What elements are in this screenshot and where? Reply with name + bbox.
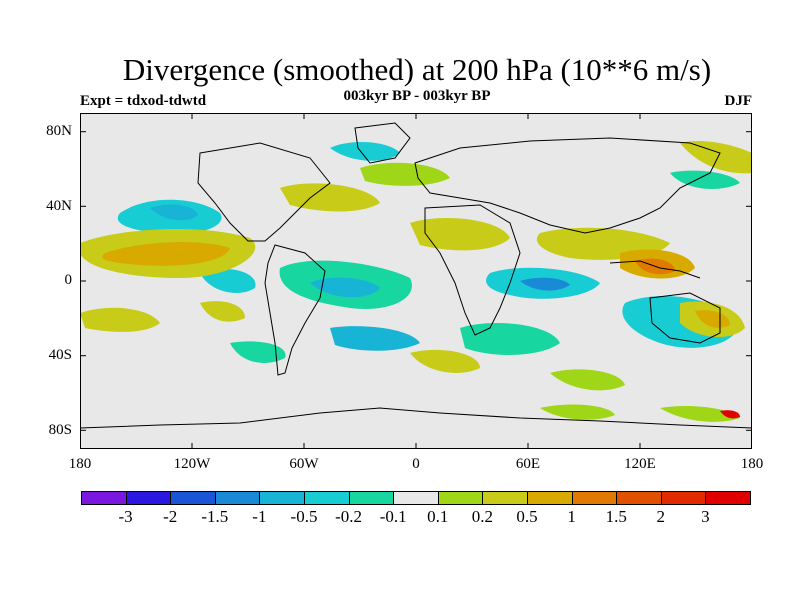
convergence-region: [460, 323, 560, 355]
colorbar-label: -3: [118, 507, 133, 526]
colorbar-label: -0.2: [335, 507, 363, 526]
divergence-region: [680, 141, 752, 174]
colorbar-swatch: [616, 491, 662, 505]
colorbar-label: 0.2: [471, 507, 494, 526]
divergence-field: [80, 141, 752, 422]
lat-tick-label: 40S: [48, 347, 72, 363]
chart-title: Divergence (smoothed) at 200 hPa (10**6 …: [122, 52, 712, 87]
north-america-coast: [197, 142, 331, 242]
colorbar-label: 3: [701, 507, 710, 526]
lat-tick-label: 80S: [48, 422, 72, 438]
divergence-region: [695, 310, 730, 328]
convergence-region: [230, 341, 286, 363]
season-label: DJF: [724, 93, 753, 109]
colorbar-swatch: [482, 491, 528, 505]
colorbar-swatch: [348, 491, 395, 505]
colorbar-label: -1: [252, 507, 267, 526]
colorbar-label: 0.5: [516, 507, 538, 526]
divergence-region: [410, 349, 480, 373]
divergence-region: [660, 406, 740, 422]
indonesia-coast: [609, 260, 701, 279]
greenland-coast: [354, 122, 411, 164]
colorbar-swatch: [125, 491, 172, 505]
colorbar-swatch: [259, 491, 305, 505]
colorbar-swatch: [214, 491, 261, 505]
convergence-region: [150, 204, 198, 221]
south-america-coast: [264, 244, 326, 376]
colorbar-label: -0.1: [379, 507, 407, 526]
europe-asia-coast: [414, 137, 721, 234]
map-ticks: [80, 113, 752, 449]
convergence-region: [330, 326, 420, 351]
africa-coast: [424, 204, 521, 336]
convergence-region: [310, 277, 380, 298]
divergence-region: [80, 307, 160, 332]
lon-tick-label: 120W: [173, 456, 211, 472]
colorbar-swatch: [660, 491, 707, 505]
coastlines: [80, 122, 752, 429]
divergence-region: [540, 404, 615, 420]
map-background: [80, 113, 752, 449]
colorbar-swatch: [304, 491, 350, 505]
divergence-region: [720, 410, 740, 419]
map-panel: [80, 113, 752, 449]
colorbar-label: -0.5: [290, 507, 318, 526]
colorbar-swatch: [437, 491, 484, 505]
divergence-map: [80, 113, 752, 449]
colorbar-label: 0.1: [427, 507, 449, 526]
colorbar-swatch: [393, 491, 439, 505]
colorbar-swatch: [571, 491, 618, 505]
lat-tick-label: 40N: [46, 198, 72, 214]
colorbar-label: -2: [163, 507, 178, 526]
colorbar-label: 2: [656, 507, 666, 526]
lon-tick-label: 60E: [515, 456, 541, 472]
colorbar-swatch: [705, 491, 751, 505]
convergence-region: [200, 268, 256, 293]
lon-tick-label: 120E: [624, 456, 656, 472]
colorbar-swatch: [81, 491, 127, 505]
lat-tick-label: 0: [64, 272, 73, 288]
convergence-region: [330, 141, 400, 161]
lat-tick-label: 80N: [46, 123, 72, 139]
colorbar-swatch: [170, 491, 216, 505]
australia-coast: [649, 292, 721, 344]
divergence-region: [550, 369, 625, 391]
colorbar-swatch: [527, 491, 573, 505]
lon-tick-label: 60W: [289, 456, 319, 472]
experiment-label: Expt = tdxod-tdwtd: [80, 93, 207, 109]
divergence-region: [360, 162, 450, 186]
colorbar-label: 1.5: [605, 507, 627, 526]
divergence-region: [410, 218, 510, 251]
lon-tick-label: 0: [412, 456, 420, 472]
lon-tick-label: 180: [68, 456, 92, 472]
divergence-region: [280, 183, 380, 212]
convergence-region: [520, 277, 570, 291]
colorbar-label: 1: [567, 507, 576, 526]
lon-tick-label: 180: [740, 456, 764, 472]
chart-subtitle: 003kyr BP - 003kyr BP: [343, 88, 491, 104]
antarctica-coast: [80, 407, 752, 429]
colorbar-label: -1.5: [201, 507, 229, 526]
divergence-region: [200, 301, 245, 322]
divergence-region: [102, 241, 230, 266]
colorbar: [81, 491, 751, 505]
